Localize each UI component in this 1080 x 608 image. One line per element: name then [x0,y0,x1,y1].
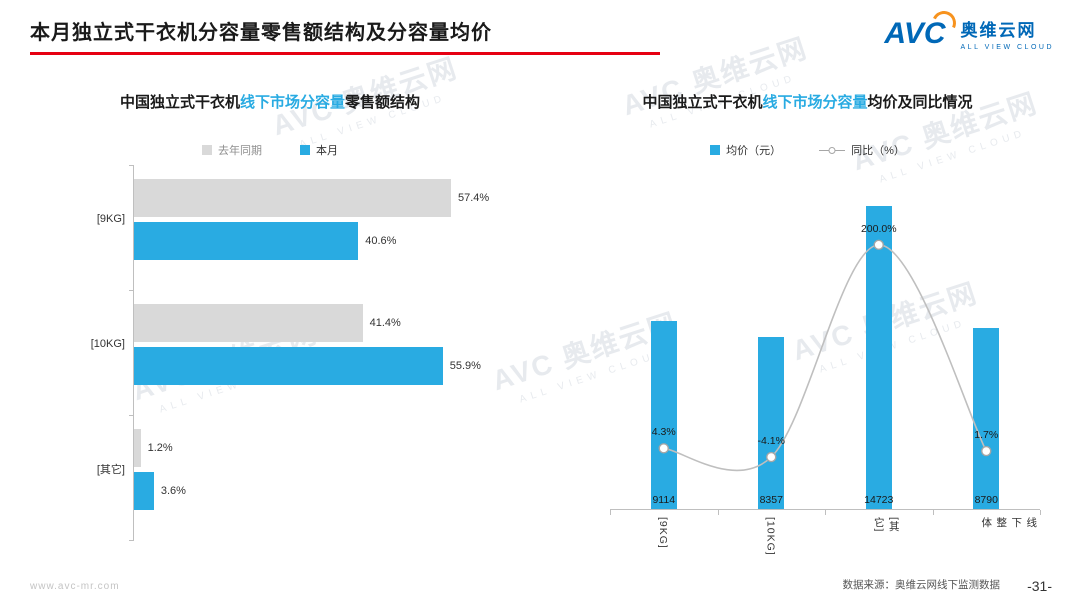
yoy-line-path [663,244,987,472]
avc-logo: AVC 奥维云网 ALL VIEW CLOUD [884,7,1054,51]
bar-value-label: 41.4% [369,317,401,329]
bar-row: 3.6% [134,472,493,510]
left-chart-title-part3: 零售额结构 [345,94,421,111]
this-month-swatch-icon [300,145,310,155]
header: 本月独立式干衣机分容量零售额结构及分容量均价 [30,16,660,55]
prev-year-swatch-icon [202,145,212,155]
retail-structure-chart-panel: 中国独立式干衣机线下市场分容量零售额结构 去年同期 本月 [9KG] 57.4% 4… [30,85,510,560]
bar [134,179,452,217]
bar-value-label: 40.6% [365,235,397,247]
bar-row: 57.4% [134,179,493,217]
bar-group: [其它] 1.2% 3.6% [97,415,493,540]
bar: 8790 [973,327,1000,509]
yoy-line-icon [819,146,846,154]
x-axis-label: [10KG] [764,517,777,556]
yoy-marker [766,451,777,463]
legend-item-this-month: 本月 [300,142,338,158]
axis-tick [610,510,611,515]
axis-tick [129,290,134,291]
yoy-marker-icon [828,146,836,154]
legend-label: 去年同期 [218,145,262,157]
bar [134,222,359,260]
footer-url: www.avc-mr.com [30,581,120,592]
bar-row: 40.6% [134,222,493,260]
right-plot: 9114 [9KG] 8357 [10KG] 14723 [其它] 8790 线下整体 4.3%… [610,170,1041,556]
right-chart-title: 中国独立式干衣机线下市场分容量均价及同比情况 [560,91,1055,112]
bar-value-label: 8357 [759,494,783,506]
bar-row: 41.4% [134,304,493,342]
bar [134,429,141,467]
legend-item-yoy: 同比（%） [819,142,905,158]
bar: 9114 [650,321,677,509]
yoy-marker [981,445,992,457]
page-number: -31- [1027,578,1052,594]
legend-item-avg-price: 均价（元） [710,142,781,158]
left-chart-title-part1: 中国独立式干衣机 [119,94,240,111]
bar-value-label: 14723 [864,494,894,506]
yoy-value-label: -4.1% [757,435,785,448]
yoy-marker [658,443,669,454]
bar [134,304,363,342]
bar-row: 55.9% [134,347,493,385]
left-chart-legend: 去年同期 本月 [30,142,510,158]
yoy-value-label: 200.0% [860,222,897,235]
bar-value-label: 8790 [974,494,998,506]
axis-tick [717,510,719,515]
bars: 41.4% 55.9% [134,304,493,385]
category-label: [9KG] [96,213,125,225]
axis-tick [1040,510,1041,515]
category-label: [其它] [96,464,125,476]
bar: 14723 [864,205,894,509]
bar-group: [9KG] 57.4% 40.6% [97,165,493,290]
avg-price-swatch-icon [710,145,721,155]
avc-logo-cn: 奥维云网 [960,21,1037,40]
avc-logo-en: ALL VIEW CLOUD [960,44,1054,51]
bar-row: 1.2% [134,429,493,467]
bar [134,347,443,385]
axis-tick [825,510,826,515]
avg-price-chart-panel: 中国独立式干衣机线下市场分容量均价及同比情况 均价（元） 同比（%） 9114 [… [560,85,1055,580]
title-underline [30,52,660,55]
yoy-line-chart [658,239,992,472]
bar-value-label: 1.2% [147,442,173,454]
legend-label: 本月 [316,145,338,157]
page-title: 本月独立式干衣机分容量零售额结构及分容量均价 [30,22,492,44]
avc-logo-mark: AVC [884,7,959,50]
bar-value-label: 57.4% [458,192,490,204]
right-chart-legend: 均价（元） 同比（%） [560,142,1055,158]
bar-group: [10KG] 41.4% 55.9% [91,290,493,415]
left-chart-title: 中国独立式干衣机线下市场分容量零售额结构 [30,91,510,112]
axis-tick [129,165,134,166]
left-plot: [9KG] 57.4% 40.6% [10KG] 41.4% 55.9% [其它] 1.2% 3… [91,165,493,541]
avc-logo-wordmark: 奥维云网 ALL VIEW CLOUD [961,16,1054,51]
bar-value-label: 55.9% [449,360,481,372]
bar: 8357 [758,336,785,509]
yoy-value-label: 4.3% [651,426,676,439]
axis-tick [932,510,934,515]
legend-item-prev-year: 去年同期 [202,142,262,158]
right-chart-title-part2: 线下市场分容量 [762,94,868,111]
bar-value-label: 9114 [652,494,676,506]
x-axis-label: [其它] [872,517,900,533]
bar [134,472,154,510]
right-chart-title-part3: 均价及同比情况 [867,94,973,111]
x-axis-label: [9KG] [656,517,669,549]
bars: 57.4% 40.6% [134,179,493,260]
left-chart-title-part2: 线下市场分容量 [239,94,345,111]
x-axis-label: 线下整体 [980,517,1038,529]
category-label: [10KG] [90,338,125,350]
legend-label: 同比（%） [851,145,905,157]
axis-tick [129,540,134,541]
bar-value-label: 3.6% [160,485,186,497]
yoy-marker [873,239,884,251]
right-chart-title-part1: 中国独立式干衣机 [642,94,763,111]
footer-data-source: 数据来源：奥维云网线下监测数据 [842,579,1001,591]
axis-tick [129,415,134,416]
bars: 1.2% 3.6% [134,429,493,510]
yoy-value-label: 1.7% [974,429,999,442]
avc-logo-text: AVC [884,16,946,50]
legend-label: 均价（元） [726,145,782,157]
